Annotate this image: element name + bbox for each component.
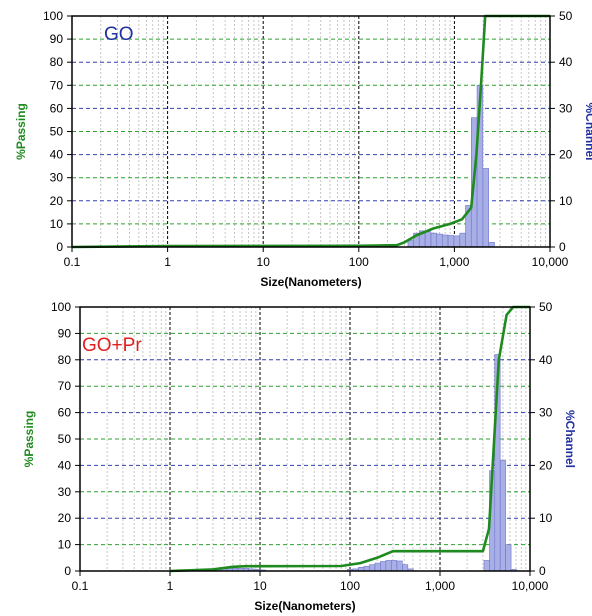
x-tick-label: 10,000 bbox=[532, 255, 569, 269]
channel-bar bbox=[380, 561, 387, 572]
y-left-tick-label: 30 bbox=[50, 171, 64, 185]
y-right-tick-label: 10 bbox=[539, 511, 553, 525]
y-left-tick-label: 40 bbox=[50, 148, 64, 162]
x-tick-label: 100 bbox=[340, 579, 360, 593]
panel-annotation: GO bbox=[104, 24, 134, 45]
channel-bar bbox=[396, 560, 403, 572]
y-right-tick-label: 0 bbox=[559, 240, 566, 254]
y-left-tick-label: 10 bbox=[50, 217, 64, 231]
x-tick-label: 10,000 bbox=[512, 579, 549, 593]
x-tick-label: 1 bbox=[167, 579, 174, 593]
chart-panel-1: 0.1 1 10 100 1,000 10,00001020304050607080901… bbox=[14, 9, 592, 289]
channel-bar bbox=[447, 235, 455, 248]
channel-bar bbox=[441, 234, 449, 248]
y-left-tick-label: 90 bbox=[50, 32, 64, 46]
y-right-tick-label: 50 bbox=[539, 300, 553, 314]
channel-bar bbox=[436, 233, 443, 248]
channel-bar bbox=[505, 544, 512, 572]
y-left-tick-label: 60 bbox=[58, 406, 72, 420]
x-axis-title: Size(Nanometers) bbox=[254, 599, 355, 613]
channel-bar bbox=[385, 560, 392, 572]
panel-annotation: GO+Pr bbox=[82, 335, 142, 356]
channel-bar bbox=[499, 459, 506, 572]
y-left-tick-label: 80 bbox=[58, 353, 72, 367]
channel-bar bbox=[424, 231, 432, 248]
y-right-axis-title: %Channel bbox=[563, 410, 577, 468]
y-left-tick-label: 100 bbox=[43, 9, 63, 23]
y-left-tick-label: 60 bbox=[50, 101, 64, 115]
y-right-tick-label: 20 bbox=[559, 148, 573, 162]
y-right-tick-label: 20 bbox=[539, 458, 553, 472]
channel-bar bbox=[391, 560, 398, 572]
y-left-tick-label: 50 bbox=[58, 432, 72, 446]
y-left-tick-label: 90 bbox=[58, 326, 72, 340]
y-left-axis-title: %Passing bbox=[14, 103, 28, 160]
y-right-tick-label: 30 bbox=[559, 101, 573, 115]
y-left-tick-label: 0 bbox=[64, 564, 71, 578]
y-left-tick-label: 20 bbox=[58, 511, 72, 525]
channel-bar bbox=[483, 560, 490, 572]
y-left-tick-label: 30 bbox=[58, 485, 72, 499]
y-left-tick-label: 10 bbox=[58, 538, 72, 552]
x-tick-label: 10 bbox=[257, 255, 271, 269]
channel-bar bbox=[453, 235, 460, 248]
y-right-tick-label: 10 bbox=[559, 194, 573, 208]
y-left-tick-label: 40 bbox=[58, 458, 72, 472]
x-axis-title: Size(Nanometers) bbox=[260, 275, 361, 289]
channel-bar bbox=[482, 168, 489, 248]
y-left-axis-title: %Passing bbox=[22, 411, 36, 468]
y-right-tick-label: 40 bbox=[559, 55, 573, 69]
x-tick-label: 0.1 bbox=[72, 579, 89, 593]
channel-bar bbox=[369, 564, 376, 572]
x-tick-label: 100 bbox=[349, 255, 369, 269]
y-left-tick-label: 70 bbox=[58, 379, 72, 393]
x-tick-label: 0.1 bbox=[64, 255, 81, 269]
channel-bar bbox=[430, 232, 438, 248]
channel-bar bbox=[402, 564, 409, 572]
y-right-tick-label: 40 bbox=[539, 353, 553, 367]
x-tick-label: 1,000 bbox=[425, 579, 455, 593]
x-tick-label: 10 bbox=[253, 579, 267, 593]
y-left-tick-label: 20 bbox=[50, 194, 64, 208]
x-tick-label: 1 bbox=[164, 255, 171, 269]
x-tick-label: 1,000 bbox=[439, 255, 469, 269]
passing-line bbox=[169, 305, 530, 573]
channel-bar bbox=[374, 562, 381, 572]
chart-panel-2: 0.1 1 10 100 1,000 10,00001020304050607080901… bbox=[22, 300, 577, 613]
channel-bar bbox=[459, 232, 466, 248]
y-left-tick-label: 0 bbox=[56, 240, 63, 254]
y-right-axis-title: %Channel bbox=[583, 102, 592, 160]
y-left-tick-label: 100 bbox=[51, 300, 71, 314]
y-left-tick-label: 50 bbox=[50, 125, 64, 139]
passing-line bbox=[71, 14, 550, 249]
y-left-tick-label: 70 bbox=[50, 78, 64, 92]
y-right-tick-label: 50 bbox=[559, 9, 573, 23]
y-right-tick-label: 30 bbox=[539, 406, 553, 420]
y-left-tick-label: 80 bbox=[50, 55, 64, 69]
y-right-tick-label: 0 bbox=[539, 564, 546, 578]
